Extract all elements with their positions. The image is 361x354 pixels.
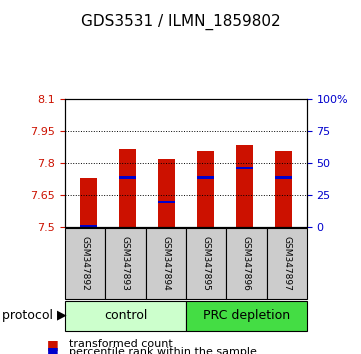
Text: GSM347894: GSM347894 xyxy=(161,236,170,291)
Bar xyxy=(236,145,253,227)
Bar xyxy=(80,225,97,227)
Text: percentile rank within the sample: percentile rank within the sample xyxy=(69,347,256,354)
Text: protocol ▶: protocol ▶ xyxy=(2,309,66,322)
Text: GSM347893: GSM347893 xyxy=(121,236,130,291)
Bar xyxy=(119,149,136,227)
Text: control: control xyxy=(104,309,147,322)
Text: GSM347892: GSM347892 xyxy=(81,236,90,291)
Text: PRC depletion: PRC depletion xyxy=(203,309,290,322)
Text: ■: ■ xyxy=(47,346,59,354)
Bar xyxy=(119,176,136,179)
Text: GSM347895: GSM347895 xyxy=(201,236,210,291)
Bar xyxy=(197,151,214,227)
Bar xyxy=(275,176,292,179)
Bar xyxy=(158,159,175,227)
Bar xyxy=(197,176,214,179)
Text: GSM347897: GSM347897 xyxy=(282,236,291,291)
Bar xyxy=(80,178,97,227)
Text: GDS3531 / ILMN_1859802: GDS3531 / ILMN_1859802 xyxy=(81,14,280,30)
Text: ■: ■ xyxy=(47,338,59,350)
Bar xyxy=(275,151,292,227)
Text: GSM347896: GSM347896 xyxy=(242,236,251,291)
Bar xyxy=(158,201,175,204)
Text: transformed count: transformed count xyxy=(69,339,172,349)
Bar xyxy=(236,167,253,170)
